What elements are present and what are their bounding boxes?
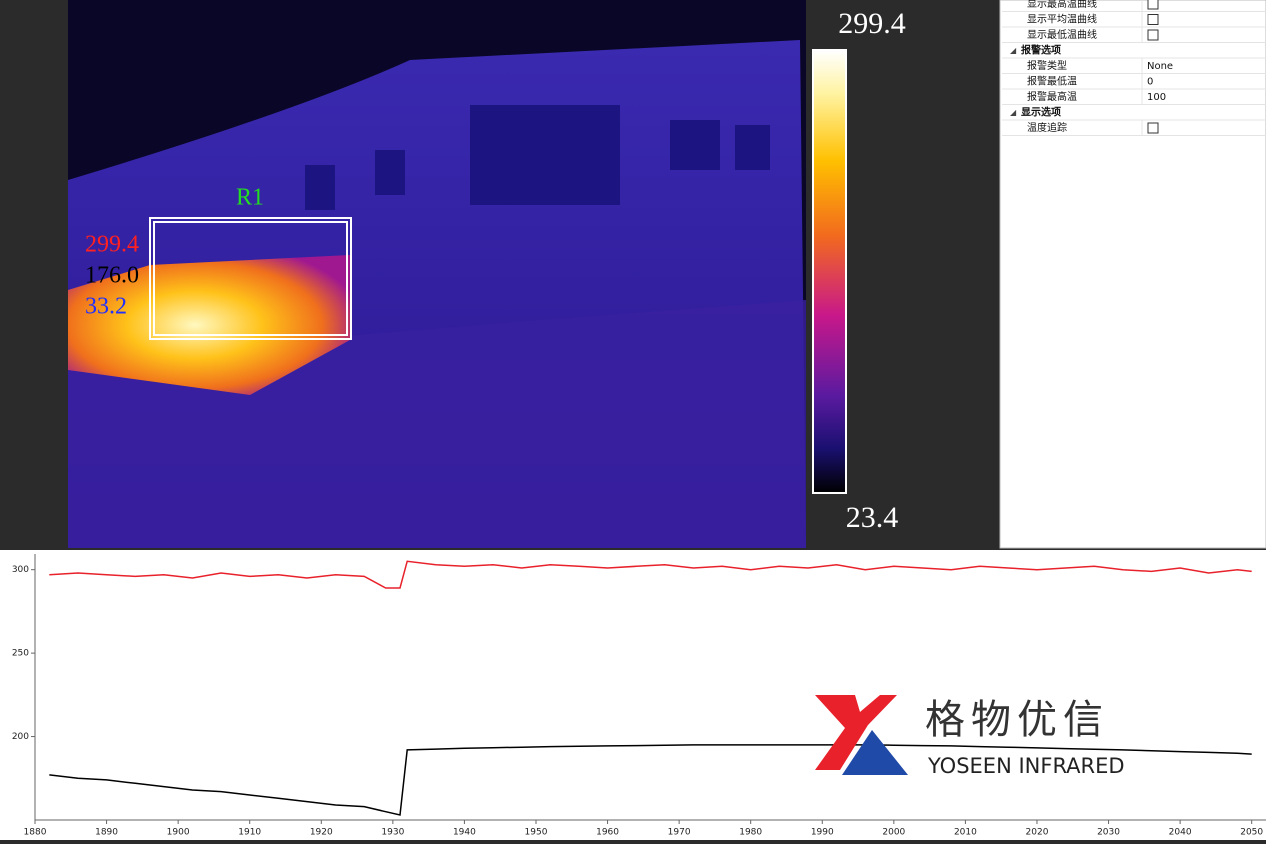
- logo-mark-blue: [842, 730, 908, 775]
- hot-area: [68, 255, 350, 395]
- property-value[interactable]: 100: [1147, 92, 1166, 103]
- x-tick-label: 2030: [1097, 828, 1120, 838]
- section-title: 报警选项: [1021, 44, 1061, 57]
- x-tick-label: 2000: [882, 828, 905, 838]
- property-name: 显示平均温曲线: [1027, 13, 1097, 26]
- logo-subtitle: YOSEEN INFRARED: [927, 754, 1125, 778]
- x-tick-label: 1910: [238, 828, 261, 838]
- property-name: 报警类型: [1027, 59, 1067, 72]
- checkbox[interactable]: [1147, 0, 1159, 10]
- property-panel: [999, 0, 1266, 549]
- section-arrow: ◢: [1010, 108, 1017, 117]
- x-tick-label: 1940: [453, 828, 476, 838]
- checkbox[interactable]: [1147, 14, 1159, 25]
- property-name: 显示最低温曲线: [1027, 28, 1097, 41]
- property-name: 温度追踪: [1027, 121, 1067, 134]
- thermal-view: R1 299.4 176.0 33.2: [68, 0, 806, 548]
- checkbox[interactable]: [1147, 29, 1159, 41]
- scale-max: 299.4: [838, 7, 906, 40]
- section-arrow: ◢: [1010, 46, 1017, 55]
- y-tick-label: 200: [12, 732, 29, 742]
- logo-name: 格物优信: [925, 697, 1109, 743]
- section-title: 显示选项: [1021, 106, 1061, 119]
- property-name: 报警最低温: [1027, 75, 1077, 88]
- chart: 200 250 300 1880 1890 1900 1910 1920 1930 1940 195…: [12, 554, 1266, 838]
- roi-min: 33.2: [85, 294, 127, 320]
- x-tick-label: 1880: [24, 828, 47, 838]
- roi-max: 299.4: [85, 232, 139, 258]
- checkbox[interactable]: [1147, 122, 1159, 134]
- x-tick-label: 1890: [95, 828, 118, 838]
- property-name: 显示最高温曲线: [1027, 0, 1097, 10]
- x-tick-label: 1900: [167, 828, 190, 838]
- color-bar: [812, 49, 847, 494]
- logo: 格物优信 YOSEEN INFRARED: [815, 695, 1125, 778]
- roi-label: R1: [236, 185, 264, 211]
- x-tick-label: 1990: [811, 828, 834, 838]
- x-tick-label: 2010: [954, 828, 977, 838]
- y-tick-label: 250: [12, 649, 29, 659]
- roi-box-inner: [153, 221, 348, 336]
- x-tick-label: 1950: [525, 828, 548, 838]
- x-tick-label: 1920: [310, 828, 333, 838]
- x-tick-label: 2050: [1240, 828, 1263, 838]
- x-tick-label: 1980: [739, 828, 762, 838]
- y-tick-label: 300: [12, 565, 29, 575]
- property-name: 报警最高温: [1027, 90, 1077, 103]
- x-tick-label: 1970: [668, 828, 691, 838]
- series-line: [49, 744, 1252, 816]
- chart-area: [0, 550, 1266, 840]
- roi-avg: 176.0: [85, 263, 139, 289]
- windows: [305, 105, 770, 210]
- x-tick-label: 2040: [1169, 828, 1192, 838]
- property-value[interactable]: 0: [1147, 77, 1153, 88]
- roi-box: [149, 217, 352, 340]
- logo-mark: [815, 695, 897, 770]
- x-tick-label: 1960: [596, 828, 619, 838]
- x-tick-label: 2020: [1026, 828, 1049, 838]
- scale-min: 23.4: [846, 501, 899, 534]
- property-value[interactable]: None: [1147, 61, 1173, 72]
- x-tick-label: 1930: [381, 828, 404, 838]
- series-line: [49, 560, 1252, 589]
